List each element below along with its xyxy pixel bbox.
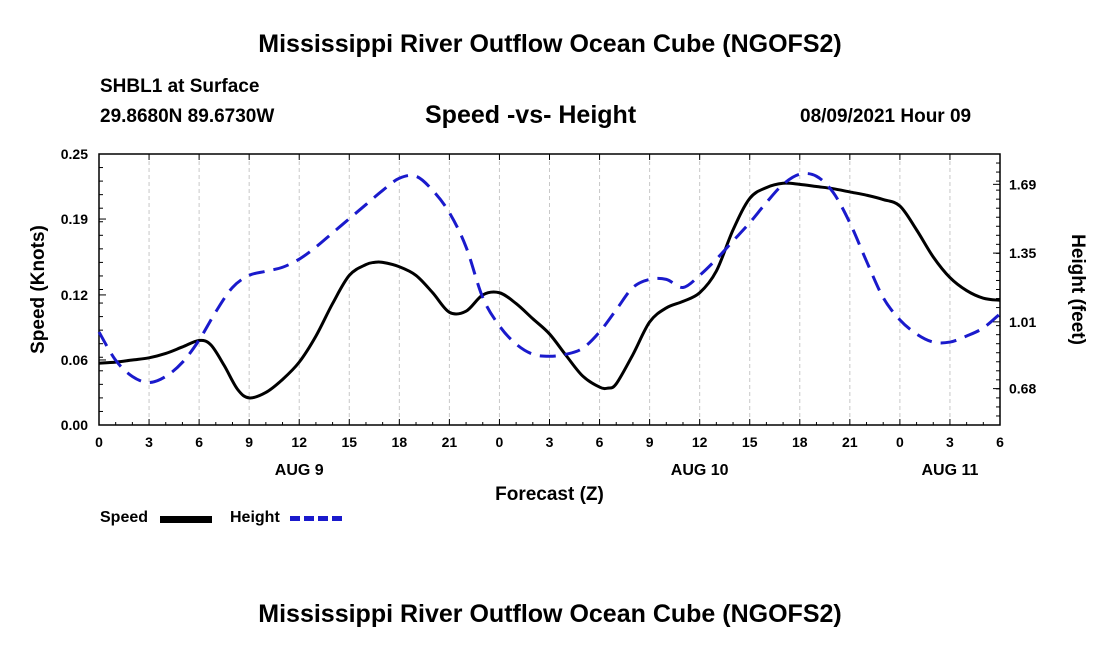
speed-series-line bbox=[98, 181, 1001, 400]
x-tick-label: 0 bbox=[896, 434, 904, 450]
x-tick-label: 9 bbox=[245, 434, 253, 450]
y-right-tick-label: 1.69 bbox=[1009, 176, 1036, 192]
x-tick-label: 6 bbox=[596, 434, 604, 450]
y-left-tick-label: 0.06 bbox=[61, 352, 88, 368]
y-left-tick-label: 0.00 bbox=[61, 417, 88, 433]
x-tick-label: 18 bbox=[392, 434, 408, 450]
x-tick-label: 12 bbox=[692, 434, 708, 450]
forecast-datetime: 08/09/2021 Hour 09 bbox=[800, 106, 972, 127]
speed-height-chart: 0 3 6 9 12 15 18 21 0 3 6 9 12 15 18 21 0 3 6 AUG 9 AUG 10 AU… bbox=[28, 146, 1088, 505]
x-tick-label: 21 bbox=[442, 434, 458, 450]
x-tick-label: 12 bbox=[291, 434, 307, 450]
y-left-tick-label: 0.12 bbox=[61, 287, 88, 303]
coordinates-label: 29.8680N 89.6730W bbox=[100, 106, 275, 127]
x-tick-label: 15 bbox=[742, 434, 758, 450]
y-right-tick-label: 1.01 bbox=[1009, 314, 1036, 330]
y-left-tick-label: 0.25 bbox=[61, 146, 88, 162]
x-tick-label: 3 bbox=[546, 434, 554, 450]
chart-title-bottom: Mississippi River Outflow Ocean Cube (NG… bbox=[258, 600, 842, 628]
x-date-label: AUG 9 bbox=[275, 462, 324, 479]
chart-title-top: Mississippi River Outflow Ocean Cube (NG… bbox=[258, 30, 842, 58]
x-tick-label: 0 bbox=[95, 434, 103, 450]
height-series-line bbox=[97, 171, 1001, 385]
x-tick-label: 9 bbox=[646, 434, 654, 450]
x-tick-label: 18 bbox=[792, 434, 808, 450]
y-right-tick-label: 0.68 bbox=[1009, 381, 1036, 397]
x-tick-label: 3 bbox=[145, 434, 153, 450]
x-tick-label: 21 bbox=[842, 434, 858, 450]
legend-speed-label: Speed bbox=[100, 509, 149, 526]
legend-speed-line bbox=[160, 516, 212, 523]
x-tick-label: 6 bbox=[195, 434, 203, 450]
y-left-tick-label: 0.19 bbox=[61, 211, 88, 227]
station-label: SHBL1 at Surface bbox=[100, 76, 260, 97]
legend-height-line bbox=[290, 516, 342, 521]
chart-subtitle: Speed -vs- Height bbox=[425, 101, 637, 129]
x-tick-label: 15 bbox=[341, 434, 357, 450]
x-date-label: AUG 10 bbox=[671, 462, 729, 479]
x-date-label: AUG 11 bbox=[921, 462, 978, 479]
x-axis-label: Forecast (Z) bbox=[495, 484, 604, 505]
x-tick-label: 0 bbox=[496, 434, 504, 450]
y-right-axis-label: Height (feet) bbox=[1067, 234, 1088, 345]
y-right-tick-label: 1.35 bbox=[1009, 245, 1036, 261]
legend-height-label: Height bbox=[230, 509, 280, 526]
x-tick-label: 6 bbox=[996, 434, 1004, 450]
x-tick-label: 3 bbox=[946, 434, 954, 450]
y-left-axis-label: Speed (Knots) bbox=[28, 225, 49, 354]
